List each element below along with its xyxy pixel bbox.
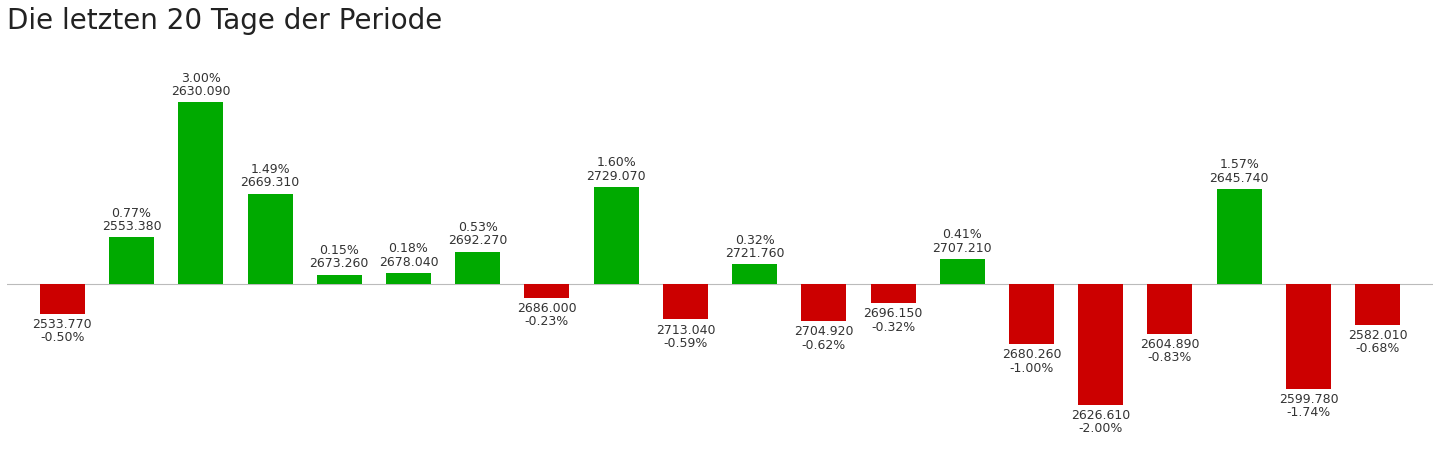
Text: -1.00%: -1.00% <box>1009 362 1054 375</box>
Text: 2713.040: 2713.040 <box>655 323 716 336</box>
Bar <box>1286 284 1331 389</box>
Text: -0.59%: -0.59% <box>664 337 707 350</box>
Text: -0.83%: -0.83% <box>1148 351 1192 364</box>
Bar <box>871 284 916 303</box>
Text: -0.23%: -0.23% <box>524 315 569 328</box>
Bar <box>248 193 292 284</box>
Text: 2707.210: 2707.210 <box>933 242 992 255</box>
Text: 0.15%: 0.15% <box>320 244 359 257</box>
Text: -2.00%: -2.00% <box>1079 422 1123 435</box>
Text: 2678.040: 2678.040 <box>379 255 438 268</box>
Bar <box>179 103 223 284</box>
Text: 2721.760: 2721.760 <box>724 247 785 260</box>
Text: -0.32%: -0.32% <box>871 321 916 334</box>
Text: -0.62%: -0.62% <box>802 339 845 352</box>
Text: 2645.740: 2645.740 <box>1210 171 1269 185</box>
Text: -1.74%: -1.74% <box>1286 406 1331 419</box>
Text: 2553.380: 2553.380 <box>102 220 161 233</box>
Text: 2696.150: 2696.150 <box>864 307 923 320</box>
Text: 2630.090: 2630.090 <box>171 85 230 98</box>
Text: Die letzten 20 Tage der Periode: Die letzten 20 Tage der Periode <box>7 7 442 35</box>
Text: 1.57%: 1.57% <box>1220 158 1259 171</box>
Text: 2729.070: 2729.070 <box>586 170 647 183</box>
Text: 0.18%: 0.18% <box>389 242 429 255</box>
Text: 2626.610: 2626.610 <box>1071 409 1130 422</box>
Bar <box>801 284 847 321</box>
Text: 0.32%: 0.32% <box>734 234 775 247</box>
Bar <box>1009 284 1054 344</box>
Text: 2686.000: 2686.000 <box>517 302 577 315</box>
Text: 0.53%: 0.53% <box>458 221 498 234</box>
Bar <box>662 284 708 319</box>
Bar <box>40 284 85 314</box>
Text: 2673.260: 2673.260 <box>310 257 369 270</box>
Bar <box>940 259 985 284</box>
Bar <box>386 273 431 284</box>
Text: 1.60%: 1.60% <box>596 157 636 170</box>
Text: 2669.310: 2669.310 <box>240 177 300 189</box>
Text: 2692.270: 2692.270 <box>448 234 507 247</box>
Bar <box>109 237 154 284</box>
Bar <box>524 284 569 298</box>
Bar <box>593 187 639 284</box>
Bar <box>732 264 778 284</box>
Text: 2604.890: 2604.890 <box>1140 338 1200 351</box>
Text: -0.68%: -0.68% <box>1355 343 1400 356</box>
Text: 2680.260: 2680.260 <box>1002 349 1061 362</box>
Text: 2704.920: 2704.920 <box>793 325 854 338</box>
Text: 0.41%: 0.41% <box>942 228 982 241</box>
Text: 3.00%: 3.00% <box>181 72 220 85</box>
Text: 0.77%: 0.77% <box>111 206 151 219</box>
Text: 2533.770: 2533.770 <box>33 318 92 331</box>
Bar <box>1217 189 1261 284</box>
Text: 2582.010: 2582.010 <box>1348 329 1407 342</box>
Bar <box>1355 284 1400 325</box>
Text: 2599.780: 2599.780 <box>1279 393 1338 406</box>
Bar <box>1148 284 1192 334</box>
Bar <box>1079 284 1123 404</box>
Bar <box>455 252 500 284</box>
Text: 1.49%: 1.49% <box>251 163 289 176</box>
Text: -0.50%: -0.50% <box>40 331 85 344</box>
Bar <box>317 274 361 284</box>
